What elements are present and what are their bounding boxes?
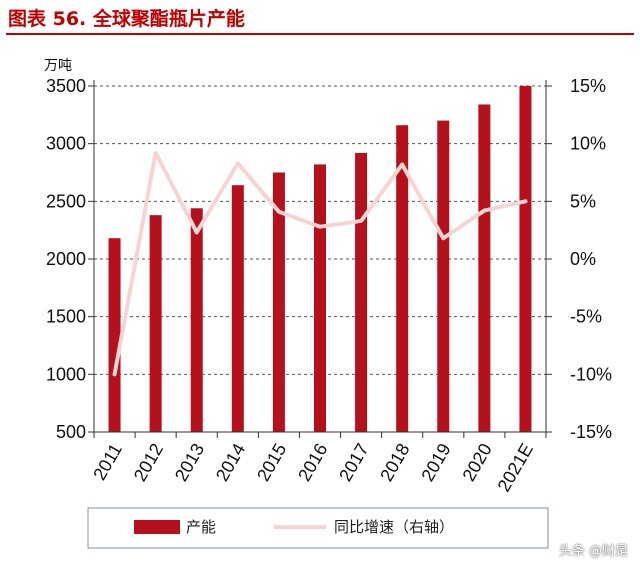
bar xyxy=(396,125,409,433)
y-left-tick-label: 1000 xyxy=(46,364,86,384)
x-tick-label: 2020 xyxy=(458,440,495,485)
y-left-tick-label: 2000 xyxy=(46,249,86,269)
title-underline xyxy=(6,33,634,35)
x-tick-label: 2019 xyxy=(417,440,454,485)
bar xyxy=(190,208,203,432)
y-right-tick-label: 5% xyxy=(570,191,596,211)
x-tick-label: 2013 xyxy=(171,440,208,485)
bar xyxy=(437,120,450,432)
y-right-tick-label: 0% xyxy=(570,249,596,269)
y-left-tick-label: 500 xyxy=(56,422,86,442)
chart-title: 图表 56. 全球聚酯瓶片产能 xyxy=(8,8,245,30)
y-right-tick-label: 10% xyxy=(570,134,606,154)
y-left-tick-label: 3000 xyxy=(46,134,86,154)
x-tick-label: 2016 xyxy=(294,440,331,485)
legend-bar-swatch xyxy=(134,520,180,534)
axes xyxy=(88,80,552,438)
x-tick-label: 2021E xyxy=(494,440,537,495)
left-axis-unit: 万吨 xyxy=(44,58,72,74)
growth-line xyxy=(112,150,528,377)
y-right-tick-label: -15% xyxy=(570,422,612,442)
bar xyxy=(149,215,162,432)
bar xyxy=(231,185,244,432)
x-tick-label: 2014 xyxy=(212,440,249,485)
bar xyxy=(272,172,285,432)
y-right-tick-label: -5% xyxy=(570,307,602,327)
x-tick-label: 2015 xyxy=(253,440,290,485)
y-right-tick-label: -10% xyxy=(570,364,612,384)
y-left-tick-label: 2500 xyxy=(46,191,86,211)
bar xyxy=(519,86,532,432)
watermark: 头条 @财是 xyxy=(558,544,628,559)
bar xyxy=(478,104,491,432)
x-tick-label: 2012 xyxy=(130,440,167,485)
x-tick-label: 2011 xyxy=(89,440,126,484)
legend: 产能 同比增速（右轴） xyxy=(87,507,549,549)
bar xyxy=(355,152,368,433)
bar xyxy=(108,238,121,432)
y-right-tick-label: 15% xyxy=(570,76,606,96)
legend-line-label: 同比增速（右轴） xyxy=(334,518,454,536)
legend-bar-label: 产能 xyxy=(186,518,216,536)
bar xyxy=(314,164,326,432)
x-tick-label: 2018 xyxy=(376,440,413,485)
y-left-tick-label: 3500 xyxy=(46,76,86,96)
legend-box xyxy=(87,507,549,549)
y-left-tick-label: 1500 xyxy=(46,307,86,327)
x-tick-label: 2017 xyxy=(335,440,372,485)
line-series xyxy=(112,150,528,377)
